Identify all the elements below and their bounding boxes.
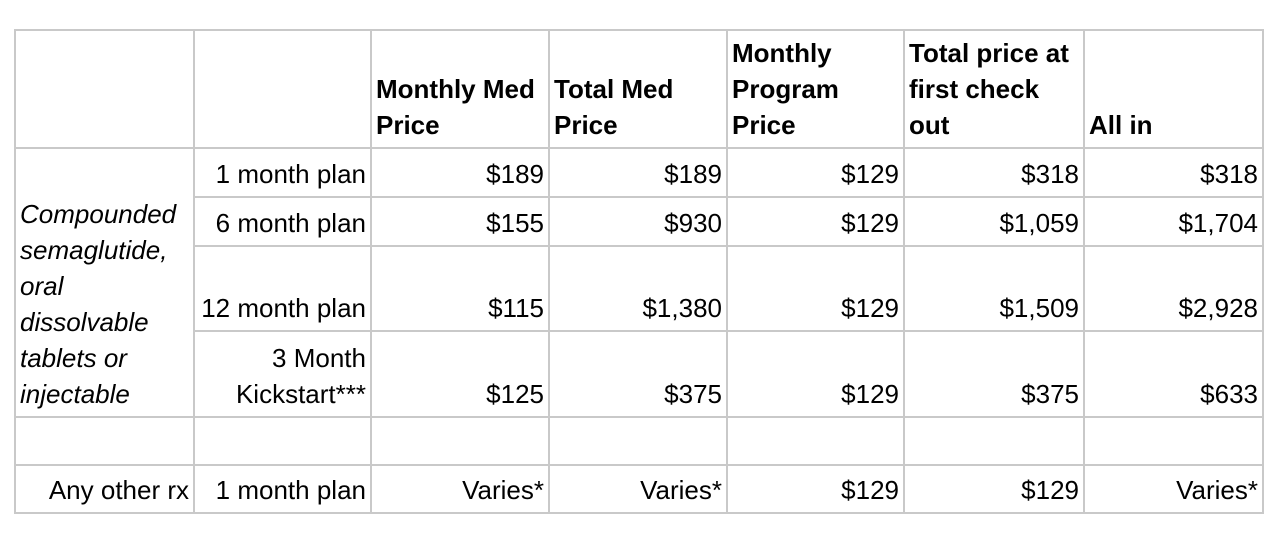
header-cell-category-blank [14,29,195,149]
pricing-table: Monthly Med Price Total Med Price Monthl… [14,29,1264,514]
spacer-cell-first-checkout [903,416,1085,466]
cell-total-med-12-month: $1,380 [548,245,728,332]
cell-monthly-med-1-month: $189 [370,147,550,198]
cell-monthly-program-other-rx: $129 [726,464,905,514]
spacer-cell-monthly-med [370,416,550,466]
cell-monthly-med-6-month: $155 [370,196,550,247]
cell-monthly-med-other-rx: Varies* [370,464,550,514]
cell-monthly-med-12-month: $115 [370,245,550,332]
cell-first-checkout-6-month: $1,059 [903,196,1085,247]
row-any-other-rx: Any other rx 1 month plan Varies* Varies… [14,464,1264,514]
cell-monthly-program-1-month: $129 [726,147,905,198]
spacer-cell-total-med [548,416,728,466]
spacer-cell-plan [193,416,372,466]
header-cell-total-first-checkout: Total price at first check out [903,29,1085,149]
cell-plan-12-month: 12 month plan [193,245,372,332]
cell-total-med-kickstart: $375 [548,330,728,418]
header-cell-monthly-med-price: Monthly Med Price [370,29,550,149]
row-3-month-kickstart: 3 Month Kickstart*** $125 $375 $129 $375… [15,330,1264,418]
header-cell-all-in: All in [1083,29,1264,149]
cell-all-in-kickstart: $633 [1083,330,1264,418]
cell-total-med-1-month: $189 [548,147,728,198]
cell-first-checkout-12-month: $1,509 [903,245,1085,332]
cell-plan-6-month: 6 month plan [193,196,372,247]
cell-monthly-program-kickstart: $129 [726,330,905,418]
cell-monthly-program-6-month: $129 [726,196,905,247]
header-cell-total-med-price: Total Med Price [548,29,728,149]
cell-category-any-other-rx: Any other rx [14,464,195,514]
cell-category-compounded-semaglutide: Compounded semaglutide, oral dissolvable… [14,147,195,418]
cell-all-in-1-month: $318 [1083,147,1264,198]
cell-first-checkout-other-rx: $129 [903,464,1085,514]
spacer-cell-category [14,416,195,466]
row-6-month-plan: 6 month plan $155 $930 $129 $1,059 $1,70… [15,196,1264,247]
header-row: Monthly Med Price Total Med Price Monthl… [14,29,1264,149]
cell-total-med-other-rx: Varies* [548,464,728,514]
row-12-month-plan: 12 month plan $115 $1,380 $129 $1,509 $2… [15,245,1264,332]
spacer-cell-all-in [1083,416,1264,466]
cell-all-in-other-rx: Varies* [1083,464,1264,514]
cell-first-checkout-kickstart: $375 [903,330,1085,418]
header-cell-monthly-program-price: Monthly Program Price [726,29,905,149]
spacer-row [14,416,1264,466]
cell-plan-other-rx: 1 month plan [193,464,372,514]
cell-first-checkout-1-month: $318 [903,147,1085,198]
cell-total-med-6-month: $930 [548,196,728,247]
cell-monthly-program-12-month: $129 [726,245,905,332]
row-1-month-plan: Compounded semaglutide, oral dissolvable… [14,147,1264,418]
spacer-cell-monthly-program [726,416,905,466]
header-cell-plan-blank [193,29,372,149]
cell-plan-kickstart: 3 Month Kickstart*** [193,330,372,418]
cell-all-in-12-month: $2,928 [1083,245,1264,332]
cell-all-in-6-month: $1,704 [1083,196,1264,247]
cell-monthly-med-kickstart: $125 [370,330,550,418]
cell-plan-1-month: 1 month plan [193,147,372,198]
